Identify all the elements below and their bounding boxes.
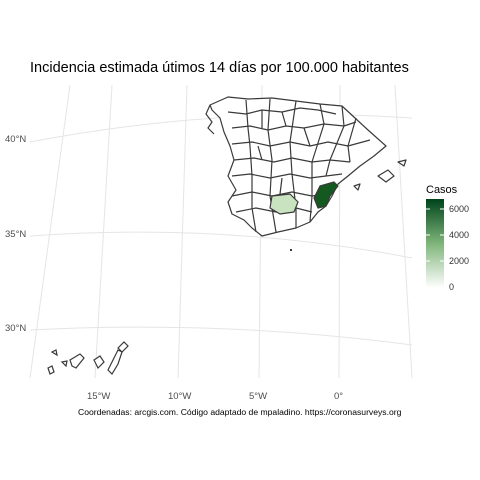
island-ibiza	[353, 183, 361, 191]
parallel-30n	[29, 326, 413, 346]
island-gomera	[60, 360, 68, 368]
island-lanzarote	[117, 341, 129, 353]
island-menorca	[397, 159, 407, 167]
lat-label-40n: 40°N	[5, 134, 26, 145]
legend-ticks	[426, 208, 444, 288]
lat-label-30n: 30°N	[5, 323, 26, 334]
island-la-palma	[47, 365, 55, 375]
canary-islands	[47, 341, 129, 375]
meridian-10w	[177, 84, 188, 379]
island-fuerteventura	[107, 349, 123, 375]
region-jaen	[269, 193, 299, 215]
island-hierro	[50, 349, 58, 357]
legend-label-2000: 2000	[449, 256, 470, 266]
galicia-coast	[205, 104, 215, 135]
spain-map	[205, 96, 407, 237]
map-caption: Coordenadas: arcgis.com. Código adaptado…	[78, 407, 402, 417]
spain-outline	[209, 96, 387, 237]
frame-left	[29, 84, 71, 379]
island-gran-canaria	[93, 355, 105, 370]
legend-colorbar	[426, 199, 444, 288]
map-title: Incidencia estimada útimos 14 días por 1…	[30, 60, 409, 76]
island-mallorca	[377, 169, 395, 183]
legend-label-0: 0	[449, 282, 455, 292]
lon-label-0: 0°	[334, 391, 343, 402]
legend-label-4000: 4000	[449, 230, 470, 240]
region-alicante	[313, 181, 339, 209]
legend-label-6000: 6000	[449, 204, 470, 214]
island-tenerife	[69, 353, 85, 369]
meridian-15w	[94, 84, 113, 379]
legend-title: Casos	[426, 184, 458, 196]
lon-label-15w: 15°W	[87, 391, 110, 402]
lat-label-35n: 35°N	[5, 229, 26, 240]
frame-right	[394, 84, 413, 379]
parallel-35n	[29, 231, 413, 259]
lon-label-5w: 5°W	[249, 391, 267, 402]
lon-label-10w: 10°W	[168, 391, 191, 402]
